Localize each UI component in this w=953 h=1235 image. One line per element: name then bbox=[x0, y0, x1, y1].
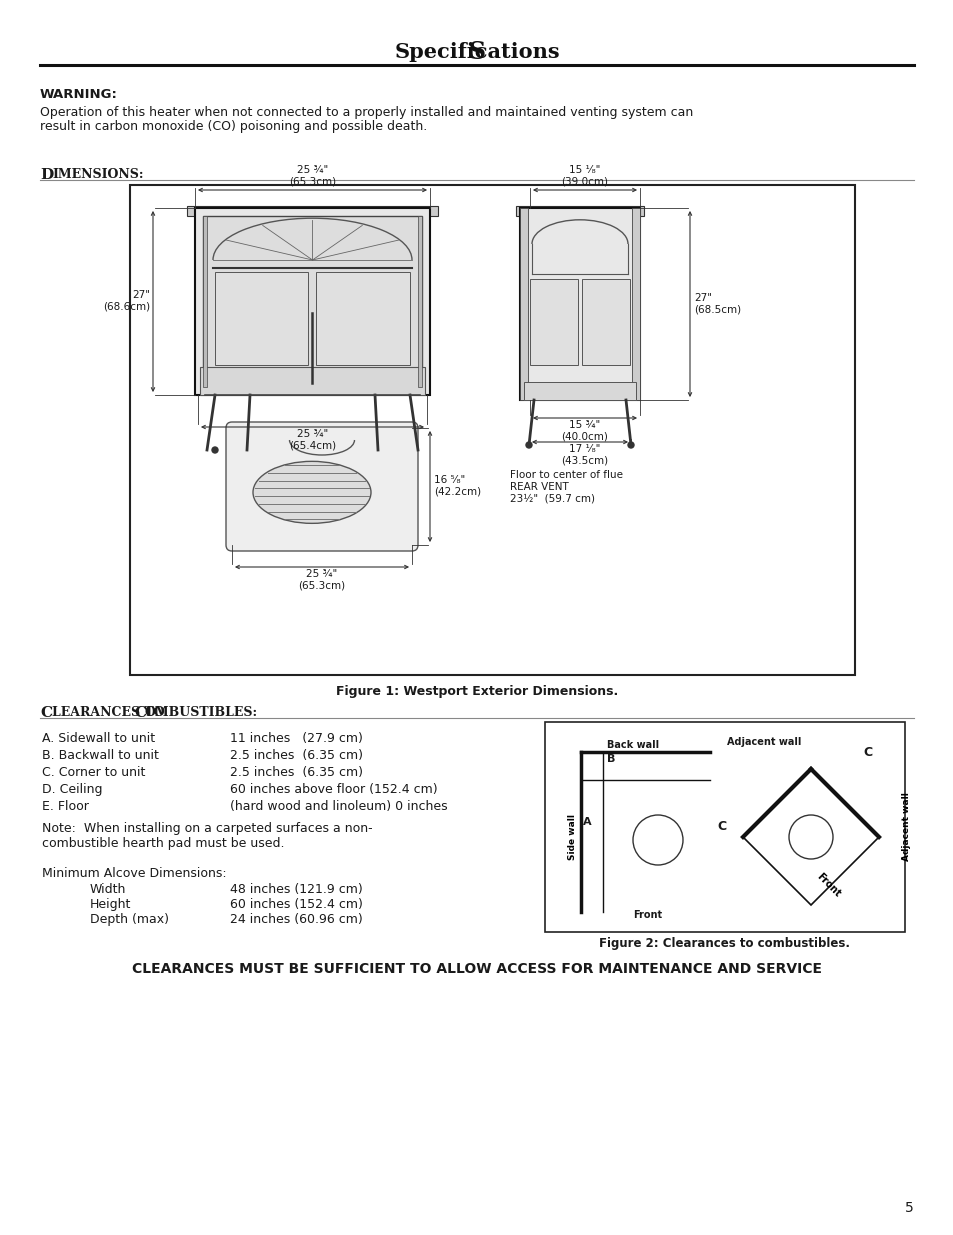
Circle shape bbox=[525, 442, 532, 448]
Text: A. Sidewall to unit: A. Sidewall to unit bbox=[42, 732, 155, 745]
Text: C. Corner to unit: C. Corner to unit bbox=[42, 766, 145, 779]
Text: B. Backwall to unit: B. Backwall to unit bbox=[42, 748, 159, 762]
Bar bbox=[203, 216, 207, 387]
FancyBboxPatch shape bbox=[226, 422, 417, 551]
Text: 27"
(68.6cm): 27" (68.6cm) bbox=[103, 290, 150, 311]
Text: 27"
(68.5cm): 27" (68.5cm) bbox=[693, 293, 740, 315]
Text: Side wall: Side wall bbox=[568, 814, 577, 860]
Text: Floor to center of flue
REAR VENT
23½"  (59.7 cm): Floor to center of flue REAR VENT 23½" (… bbox=[510, 471, 622, 503]
Text: C: C bbox=[133, 706, 146, 720]
Circle shape bbox=[633, 815, 682, 864]
Bar bbox=[516, 206, 643, 216]
Text: Figure 1: Westport Exterior Dimensions.: Figure 1: Westport Exterior Dimensions. bbox=[335, 685, 618, 698]
Text: 60 inches above floor (152.4 cm): 60 inches above floor (152.4 cm) bbox=[230, 783, 437, 797]
Bar bbox=[631, 207, 639, 400]
Text: Adjacent wall: Adjacent wall bbox=[902, 793, 910, 862]
Text: E. Floor: E. Floor bbox=[42, 800, 89, 813]
Text: 25 ¾"
(65.3cm): 25 ¾" (65.3cm) bbox=[289, 165, 335, 186]
Bar bbox=[203, 216, 421, 387]
Bar bbox=[519, 207, 527, 400]
Text: CLEARANCES MUST BE SUFFICIENT TO ALLOW ACCESS FOR MAINTENANCE AND SERVICE: CLEARANCES MUST BE SUFFICIENT TO ALLOW A… bbox=[132, 962, 821, 976]
Text: 15 ¾"
(40.0cm): 15 ¾" (40.0cm) bbox=[561, 420, 608, 442]
Text: Specifications: Specifications bbox=[394, 42, 559, 62]
Circle shape bbox=[212, 447, 218, 453]
Text: 48 inches (121.9 cm): 48 inches (121.9 cm) bbox=[230, 883, 362, 897]
Text: C: C bbox=[717, 820, 726, 834]
Text: Note:  When installing on a carpeted surfaces a non-: Note: When installing on a carpeted surf… bbox=[42, 823, 373, 835]
Bar bbox=[316, 272, 410, 366]
Text: Operation of this heater when not connected to a properly installed and maintain: Operation of this heater when not connec… bbox=[40, 106, 693, 119]
Text: 15 ¹⁄₈"
(39.0cm): 15 ¹⁄₈" (39.0cm) bbox=[561, 165, 608, 186]
Text: S: S bbox=[468, 40, 485, 64]
Text: result in carbon monoxide (CO) poisoning and possible death.: result in carbon monoxide (CO) poisoning… bbox=[40, 120, 427, 133]
Text: Back wall: Back wall bbox=[606, 740, 659, 750]
Text: 24 inches (60.96 cm): 24 inches (60.96 cm) bbox=[230, 913, 362, 926]
Text: 2.5 inches  (6.35 cm): 2.5 inches (6.35 cm) bbox=[230, 748, 363, 762]
Text: Width: Width bbox=[90, 883, 126, 897]
Bar bbox=[523, 382, 636, 400]
Text: Figure 2: Clearances to combustibles.: Figure 2: Clearances to combustibles. bbox=[598, 937, 850, 950]
Circle shape bbox=[407, 447, 413, 453]
Text: C: C bbox=[862, 746, 871, 760]
Text: 25 ¾"
(65.3cm): 25 ¾" (65.3cm) bbox=[298, 569, 345, 590]
Polygon shape bbox=[742, 769, 878, 905]
Text: D. Ceiling: D. Ceiling bbox=[42, 783, 102, 797]
Text: 25 ¾"
(65.4cm): 25 ¾" (65.4cm) bbox=[289, 429, 335, 451]
Circle shape bbox=[627, 442, 634, 448]
Bar bbox=[417, 216, 421, 387]
Text: (hard wood and linoleum) 0 inches: (hard wood and linoleum) 0 inches bbox=[230, 800, 447, 813]
Text: Height: Height bbox=[90, 898, 132, 911]
Bar bbox=[194, 207, 430, 395]
Bar bbox=[200, 367, 424, 395]
Bar bbox=[187, 206, 437, 216]
Text: 17 ¹⁄₈"
(43.5cm): 17 ¹⁄₈" (43.5cm) bbox=[561, 445, 608, 466]
Text: 5: 5 bbox=[904, 1200, 913, 1215]
Text: IMENSIONS:: IMENSIONS: bbox=[52, 168, 143, 182]
Text: D: D bbox=[40, 168, 53, 182]
Circle shape bbox=[247, 447, 253, 453]
Text: 16 ⁵⁄₈"
(42.2cm): 16 ⁵⁄₈" (42.2cm) bbox=[434, 475, 480, 496]
Text: A: A bbox=[582, 818, 591, 827]
Text: Front: Front bbox=[633, 910, 662, 920]
Text: 60 inches (152.4 cm): 60 inches (152.4 cm) bbox=[230, 898, 362, 911]
Ellipse shape bbox=[253, 462, 371, 524]
Text: B: B bbox=[606, 755, 615, 764]
Text: combustible hearth pad must be used.: combustible hearth pad must be used. bbox=[42, 837, 284, 850]
Circle shape bbox=[372, 447, 377, 453]
Text: Depth (max): Depth (max) bbox=[90, 913, 169, 926]
Text: 11 inches   (27.9 cm): 11 inches (27.9 cm) bbox=[230, 732, 362, 745]
Bar bbox=[519, 207, 639, 400]
Text: Minimum Alcove Dimensions:: Minimum Alcove Dimensions: bbox=[42, 867, 227, 881]
Text: Front: Front bbox=[814, 871, 841, 899]
Bar bbox=[130, 185, 854, 676]
Bar bbox=[214, 272, 308, 366]
Text: OMBUSTIBLES:: OMBUSTIBLES: bbox=[145, 706, 258, 719]
Text: LEARANCES TO: LEARANCES TO bbox=[52, 706, 169, 719]
Bar bbox=[544, 722, 904, 932]
Text: 2.5 inches  (6.35 cm): 2.5 inches (6.35 cm) bbox=[230, 766, 363, 779]
Bar bbox=[530, 279, 578, 366]
Circle shape bbox=[788, 815, 832, 860]
Bar bbox=[581, 279, 629, 366]
Text: C: C bbox=[40, 706, 52, 720]
Text: WARNING:: WARNING: bbox=[40, 88, 118, 101]
Text: Adjacent wall: Adjacent wall bbox=[726, 737, 801, 747]
